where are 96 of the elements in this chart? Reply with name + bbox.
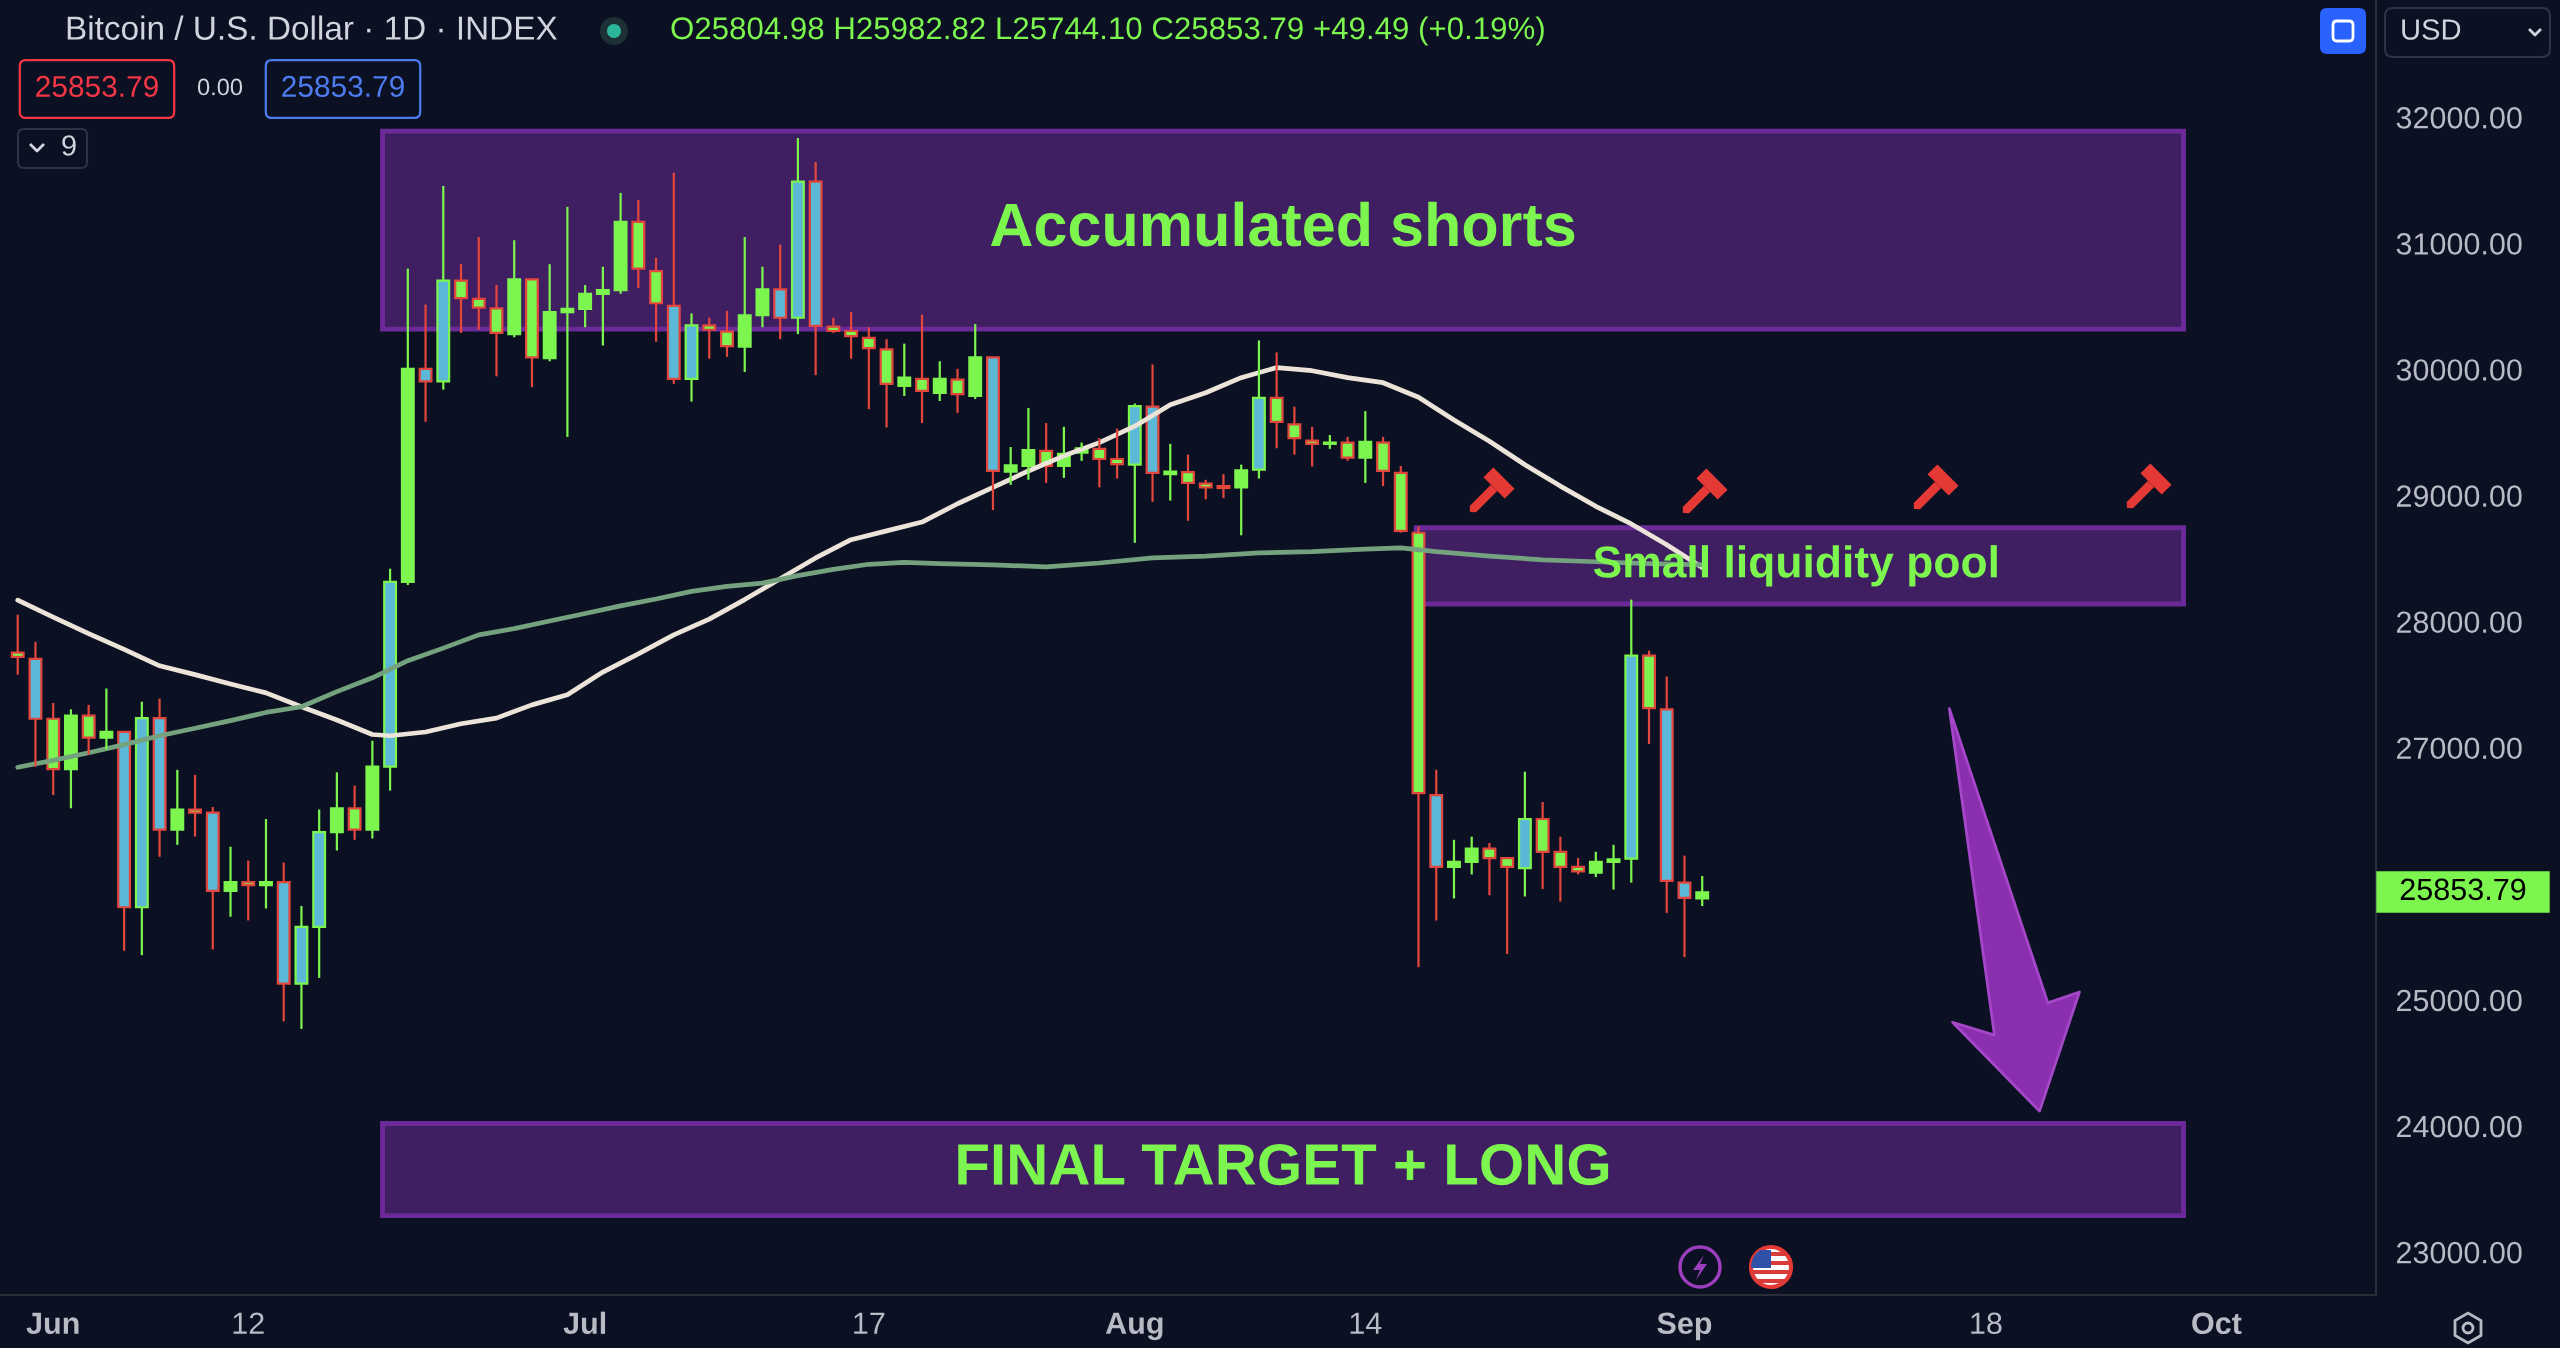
candlestick xyxy=(1429,768,1444,922)
candlestick xyxy=(1269,351,1284,450)
candlestick xyxy=(1092,437,1107,489)
candlestick xyxy=(347,784,362,841)
candlestick xyxy=(276,861,291,1023)
text: 25853.79 xyxy=(2400,878,2526,901)
band-label: Accumulated shorts xyxy=(990,201,1575,247)
candlestick xyxy=(188,773,203,838)
candlestick xyxy=(454,263,468,334)
candlestick xyxy=(1251,339,1266,480)
candlestick xyxy=(329,771,344,852)
candlestick xyxy=(205,805,220,951)
candlestick xyxy=(10,613,25,676)
candlestick xyxy=(773,243,788,341)
candlestick xyxy=(1021,406,1036,481)
x-tick-label: 18 xyxy=(1971,1312,2002,1335)
x-tick-label: Jun xyxy=(26,1312,79,1335)
y-tick-label: 28000.00 xyxy=(2396,611,2522,634)
y-tick-label: 32000.00 xyxy=(2396,107,2522,129)
y-tick-label: 23000.00 xyxy=(2396,1241,2522,1264)
y-tick-label: 24000.00 xyxy=(2396,1115,2522,1138)
y-tick-label: 29000.00 xyxy=(2396,485,2522,507)
candlestick xyxy=(649,256,664,343)
candlestick xyxy=(666,171,681,386)
candlestick xyxy=(879,338,894,429)
candlestick xyxy=(560,205,575,439)
annotation: 9 xyxy=(62,135,76,156)
candlestick xyxy=(1163,442,1178,502)
x-tick-label: 17 xyxy=(854,1312,885,1334)
x-tick-label: Jul xyxy=(563,1311,606,1335)
x-tick-label: Sep xyxy=(1657,1312,1712,1341)
candlestick xyxy=(1482,841,1497,897)
x-tick-label: Oct xyxy=(2192,1312,2242,1335)
candlestick xyxy=(1500,856,1515,956)
y-tick-label: 31000.00 xyxy=(2396,233,2522,255)
candlestick xyxy=(1003,445,1018,486)
candlestick xyxy=(489,283,504,378)
chart-title: Bitcoin / U.S. Dollar · 1D · INDEX xyxy=(67,15,558,40)
candlestick xyxy=(28,640,43,768)
candlestick xyxy=(436,184,451,391)
candlestick xyxy=(861,326,876,411)
candlestick xyxy=(1517,770,1532,898)
y-tick-label: 30000.00 xyxy=(2396,359,2522,381)
candlestick xyxy=(294,904,309,1031)
annotation: 25853.79 xyxy=(36,75,158,98)
candlestick xyxy=(117,730,132,952)
candlestick xyxy=(1624,598,1639,884)
candlestick xyxy=(1340,435,1355,462)
text: USD xyxy=(2402,19,2461,40)
annotation: 25853.79 xyxy=(282,75,404,98)
candlestick xyxy=(1606,843,1621,891)
candlestick xyxy=(631,198,646,290)
candlestick xyxy=(418,303,433,423)
y-tick-label: 27000.00 xyxy=(2396,737,2522,760)
candlestick xyxy=(684,312,699,403)
candlestick xyxy=(578,283,593,329)
candlestick xyxy=(259,817,273,910)
candlestick xyxy=(365,739,380,840)
band-label: FINAL TARGET + LONG xyxy=(958,1143,1609,1186)
candlestick xyxy=(1305,425,1320,468)
candlestick xyxy=(808,160,823,377)
candlestick xyxy=(63,708,78,810)
candlestick xyxy=(897,342,912,398)
annotation: O25804.98 H25982.82 L25744.10 C25853.79 +49.49 (+0.19%) xyxy=(671,16,1544,46)
candlestick xyxy=(312,808,327,979)
candlestick xyxy=(1677,854,1692,959)
candlestick xyxy=(1110,427,1125,480)
candlestick xyxy=(1447,838,1461,900)
candlestick xyxy=(985,356,1000,512)
candlestick xyxy=(383,567,398,792)
candlestick xyxy=(720,309,734,358)
candlestick xyxy=(223,845,238,918)
x-tick-label: Aug xyxy=(1105,1312,1163,1341)
annotation: 0.00 xyxy=(197,78,243,96)
y-tick-label: 25000.00 xyxy=(2396,989,2522,1012)
candlestick xyxy=(844,310,859,360)
x-tick-label: 14 xyxy=(1350,1312,1382,1334)
candlestick xyxy=(471,235,486,331)
candlestick xyxy=(524,278,539,389)
candlestick xyxy=(613,191,628,295)
candlestick xyxy=(241,859,256,922)
x-tick-label: 12 xyxy=(233,1312,264,1334)
candlestick xyxy=(755,265,770,329)
candlestick xyxy=(915,313,929,425)
candlestick xyxy=(1642,649,1656,746)
candlestick xyxy=(737,235,752,374)
candlestick xyxy=(1659,675,1674,915)
candlestick xyxy=(826,316,841,334)
candlestick xyxy=(950,367,965,415)
candlestick xyxy=(1393,464,1408,534)
candlestick xyxy=(46,701,61,797)
candlestick xyxy=(1322,433,1337,451)
candlestick xyxy=(1358,409,1373,485)
candlestick xyxy=(595,265,610,347)
candlestick xyxy=(152,697,167,858)
candlestick xyxy=(1411,525,1426,969)
